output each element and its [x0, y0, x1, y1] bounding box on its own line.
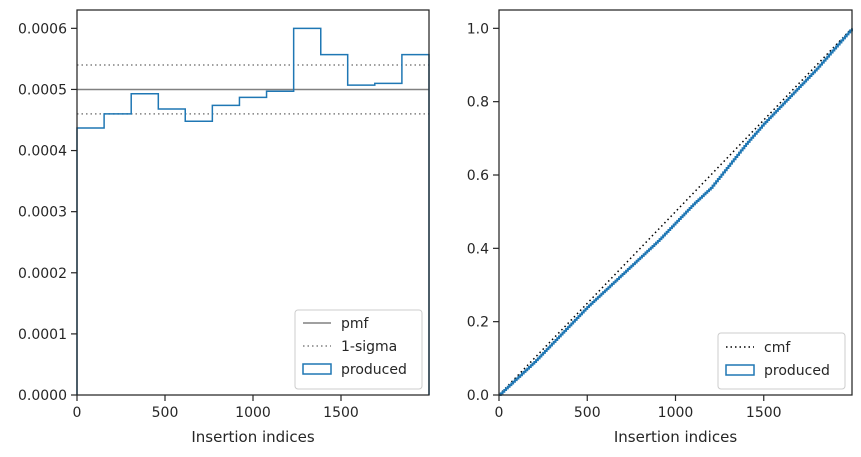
y-tick-label: 0.2 — [467, 315, 489, 331]
y-tick-label: 0.0006 — [18, 21, 67, 37]
histogram-plot-area — [76, 27, 430, 395]
y-tick-label: 0.4 — [467, 241, 489, 257]
cmf-plot-area — [498, 27, 853, 396]
histogram-y-ticks: 0.0000 0.0001 0.0002 0.0003 0.0004 0.0005 0.00… — [18, 21, 77, 404]
x-tick-label: 0 — [73, 405, 82, 421]
cmf-x-ticks: 0 500 1000 1500 — [495, 395, 782, 421]
x-tick-label: 1000 — [658, 405, 694, 421]
produced-histogram — [76, 27, 430, 395]
x-tick-label: 500 — [574, 405, 601, 421]
y-tick-label: 0.0002 — [18, 266, 67, 282]
legend-produced-swatch — [725, 364, 755, 376]
histogram-bin — [77, 128, 104, 395]
cmf-x-axis-label: Insertion indices — [614, 428, 737, 446]
histogram-legend: pmf 1-sigma produced — [294, 309, 423, 390]
histogram-bin — [239, 97, 266, 395]
histogram-chart: 0 500 1000 1500 0.00000.00010.00020.00030.0… — [18, 9, 430, 446]
x-tick-label: 1500 — [746, 405, 782, 421]
y-tick-label: 0.0004 — [18, 144, 67, 160]
histogram-bin — [185, 121, 212, 395]
legend-label: produced — [764, 363, 830, 379]
y-tick-label: 0.6 — [467, 168, 489, 184]
histogram-bin — [212, 105, 239, 395]
y-tick-label: 0.0003 — [18, 205, 67, 221]
x-tick-label: 1500 — [323, 405, 359, 421]
y-tick-label: 1.0 — [467, 21, 489, 37]
histogram-bin — [158, 109, 185, 395]
histogram-bin — [104, 114, 131, 395]
legend-label: 1-sigma — [341, 339, 397, 355]
cmf-chart: 0 500 1000 1500 0.0 0.2 0.4 0.6 0.8 1.0 Insertio… — [467, 9, 853, 446]
cmf-reference-line — [498, 27, 853, 396]
histogram-bin — [131, 94, 158, 395]
histogram-x-ticks: 0 500 1000 1500 — [73, 395, 359, 421]
produced-cmf-line — [499, 28, 853, 396]
cmf-y-ticks: 0.0 0.2 0.4 0.6 0.8 1.0 — [467, 21, 499, 404]
y-tick-label: 0.8 — [467, 95, 489, 111]
legend-label: produced — [341, 362, 407, 378]
x-tick-label: 0 — [495, 405, 504, 421]
y-tick-label: 0.0 — [467, 388, 489, 404]
cmf-legend: cmf produced — [717, 332, 846, 390]
histogram-bin — [267, 91, 294, 395]
legend-label: pmf — [341, 316, 370, 332]
x-tick-label: 1000 — [235, 405, 271, 421]
y-tick-label: 0.0000 — [18, 388, 67, 404]
x-tick-label: 500 — [152, 405, 179, 421]
legend-box — [294, 309, 423, 390]
y-tick-label: 0.0001 — [18, 327, 67, 343]
legend-produced-swatch — [302, 363, 332, 375]
legend-label: cmf — [764, 340, 791, 356]
histogram-x-axis-label: Insertion indices — [191, 428, 314, 446]
y-tick-label: 0.0005 — [18, 82, 67, 98]
